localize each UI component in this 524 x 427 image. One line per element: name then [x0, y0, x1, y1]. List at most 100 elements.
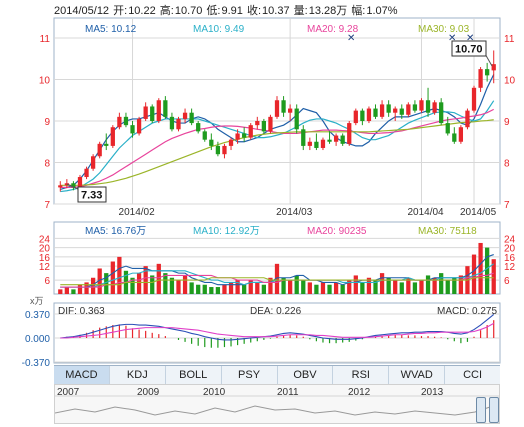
tab-boll[interactable]: BOLL — [166, 366, 222, 384]
volume-y-tick-label: 12 — [39, 262, 51, 273]
volume-bar — [84, 282, 89, 294]
volume-bar — [104, 273, 109, 294]
candle-body — [340, 135, 345, 144]
volume-bar — [110, 261, 115, 294]
range-navigator[interactable]: 2007 2009 2010 2011 2012 2013 — [54, 384, 500, 424]
tab-wvad[interactable]: WVAD — [389, 366, 446, 384]
marker-x-icon: ✕ — [448, 33, 456, 44]
volume-value: 13.28万 — [308, 5, 348, 17]
macd-legend-dif: DIF: 0.363 — [58, 306, 105, 317]
candle-body — [301, 129, 306, 146]
candle-body — [393, 108, 398, 113]
candle-body — [399, 108, 404, 115]
volume-bar — [327, 284, 332, 294]
volume-legend-ma5: MA5: 16.76万 — [85, 226, 146, 237]
candle-body — [347, 123, 352, 144]
volume-label: 量: — [293, 5, 308, 17]
candle-body — [425, 100, 431, 113]
volume-bar — [471, 254, 477, 294]
volume-bar — [248, 280, 253, 294]
candle-body — [366, 108, 372, 121]
range-handle-right[interactable] — [489, 397, 499, 423]
volume-bar — [288, 280, 293, 294]
volume-bar — [360, 282, 365, 294]
candle-body — [327, 139, 332, 142]
volume-bar — [222, 284, 227, 294]
volume-bar — [215, 287, 221, 294]
price-ma30-line — [60, 119, 494, 186]
price-x-tick-label: 2014/05 — [460, 207, 497, 218]
volume-bar — [242, 284, 247, 294]
volume-bar — [150, 275, 155, 294]
candle-body — [478, 69, 483, 88]
volume-y-tick-label: 6 — [44, 276, 50, 287]
volume-y-tick-label-right: 24 — [504, 234, 516, 245]
low-label: 低: — [206, 5, 221, 17]
candlesticks — [58, 50, 496, 192]
close-label: 收: — [246, 5, 262, 17]
candle-body — [58, 185, 63, 188]
candle-body — [176, 118, 181, 130]
macd-y-tick-label: -0.370 — [22, 358, 51, 366]
candle-body — [406, 104, 411, 115]
candle-body — [104, 143, 109, 146]
tab-obv[interactable]: OBV — [278, 366, 334, 384]
overview-year-label: 2013 — [421, 387, 444, 398]
candle-body — [465, 110, 470, 128]
macd-y-tick-label: 0.370 — [25, 310, 50, 321]
volume-bar — [366, 277, 372, 294]
price-y-tick-label: 7 — [44, 200, 50, 211]
volume-legend-ma20: MA20: 90235 — [307, 226, 367, 237]
low-callout-box — [77, 186, 107, 203]
candle-body — [432, 102, 437, 113]
tab-psy[interactable]: PSY — [222, 366, 278, 384]
volume-bar — [340, 284, 345, 294]
volume-legend-ma30: MA30: 75118 — [418, 226, 477, 237]
price-y-tick-label: 8 — [44, 159, 50, 170]
price-y-tick-label-right: 7 — [504, 200, 510, 211]
candle-body — [130, 125, 135, 134]
volume-y-tick-label-right: 6 — [504, 276, 510, 287]
candle-body — [222, 145, 227, 155]
marker-x-icon: ✕ — [466, 33, 474, 44]
price-x-ticks: 2014/02 2014/03 2014/04 2014/05 — [119, 207, 497, 218]
candle-body — [163, 100, 168, 117]
price-legend-ma30: MA30: 9.03 — [418, 24, 470, 35]
candle-body — [261, 121, 266, 132]
candle-body — [117, 116, 122, 128]
volume-bar — [406, 277, 411, 294]
candle-body — [143, 106, 148, 119]
volume-bar — [189, 282, 194, 294]
candle-body — [333, 135, 339, 142]
candle-body — [353, 110, 358, 124]
volume-bar — [485, 247, 490, 294]
price-legend-ma20: MA20: 9.28 — [307, 24, 359, 35]
volume-bar — [228, 282, 234, 294]
candle-body — [215, 145, 221, 155]
price-y-tick-label-right: 10 — [504, 76, 516, 87]
candle-body — [84, 168, 89, 178]
tab-kdj[interactable]: KDJ — [110, 366, 166, 384]
volume-bar — [176, 280, 181, 294]
range-handle-left[interactable] — [476, 397, 486, 423]
tab-rsi[interactable]: RSI — [333, 366, 390, 384]
volume-bar — [261, 284, 266, 294]
volume-bar — [64, 287, 69, 294]
candle-body — [71, 183, 76, 188]
price-y-tick-label: 10 — [39, 76, 51, 87]
overview-price-line — [55, 402, 499, 416]
tab-cci[interactable]: CCI — [463, 369, 483, 381]
volume-bar — [90, 277, 96, 294]
volume-bar — [347, 280, 352, 294]
price-y-tick-label: 11 — [40, 34, 51, 45]
candle-body — [228, 139, 234, 146]
tab-macd[interactable]: MACD — [54, 366, 110, 384]
candle-body — [307, 141, 312, 146]
candle-body — [268, 116, 273, 132]
volume-y-tick-label-right: 16 — [504, 253, 516, 264]
volume-bar — [445, 280, 450, 294]
volume-bar — [491, 259, 496, 294]
candle-body — [491, 64, 496, 71]
